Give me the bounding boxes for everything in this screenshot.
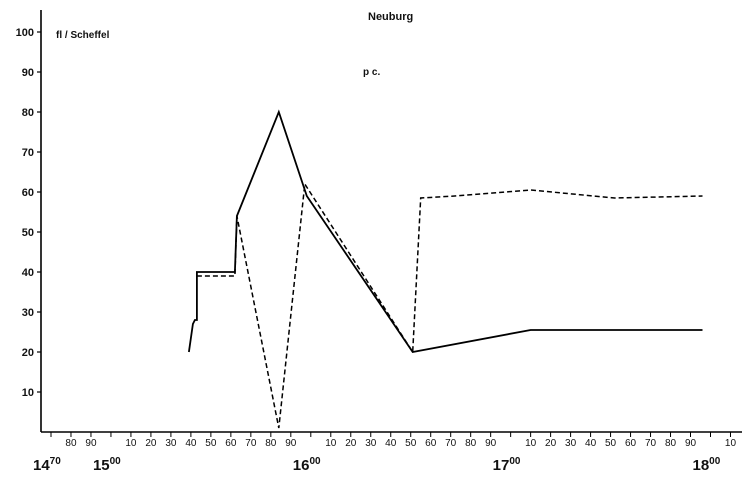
x-tick-label: 80 — [465, 438, 477, 449]
y-tick-label: 30 — [22, 307, 34, 319]
x-tick-label: 10 — [525, 438, 537, 449]
x-tick-label: 30 — [365, 438, 377, 449]
x-tick-label: 90 — [685, 438, 697, 449]
x-tick-label: 20 — [345, 438, 357, 449]
series-lines — [188, 109, 703, 429]
x-tick-label: 70 — [245, 438, 257, 449]
y-tick-label: 20 — [22, 347, 34, 359]
y-tick-label: 100 — [16, 27, 34, 39]
series-line-solid — [188, 109, 703, 353]
y-tick-label: 50 — [22, 227, 34, 239]
x-tick-label: 80 — [265, 438, 277, 449]
x-tick-label: 40 — [385, 438, 397, 449]
x-tick-label: 10 — [125, 438, 137, 449]
x-tick-label: 10 — [325, 438, 337, 449]
x-major-tick-label: 1700 — [493, 456, 521, 474]
y-axis-unit-label: fl / Scheffel — [56, 30, 110, 41]
x-tick-label: 20 — [545, 438, 557, 449]
x-major-tick-label: 1800 — [692, 456, 720, 474]
x-tick-label: 80 — [665, 438, 677, 449]
x-tick-label: 90 — [285, 438, 297, 449]
series-line-dashed — [196, 181, 703, 429]
x-major-tick-label: 1500 — [93, 456, 121, 474]
x-tick-label: 60 — [225, 438, 237, 449]
x-tick-label: 90 — [85, 438, 97, 449]
x-tick-label: 30 — [165, 438, 177, 449]
x-tick-label: 10 — [725, 438, 737, 449]
ticks: 10 20 30 40 50 60 70 80 90 100 80 90 10 20 30 40 50 60 70 8… — [16, 27, 737, 474]
x-tick-label: 40 — [185, 438, 197, 449]
x-tick-label: 50 — [205, 438, 217, 449]
x-tick-label: 50 — [605, 438, 617, 449]
x-tick-label: 80 — [65, 438, 77, 449]
x-tick-label: 40 — [585, 438, 597, 449]
x-tick-label: 90 — [485, 438, 497, 449]
y-tick-label: 80 — [22, 107, 34, 119]
chart-annotation: p c. — [363, 67, 380, 78]
x-tick-label: 20 — [145, 438, 157, 449]
y-tick-label: 40 — [22, 267, 34, 279]
y-tick-label: 10 — [22, 387, 34, 399]
chart-title: Neuburg — [368, 11, 413, 23]
x-tick-label: 60 — [425, 438, 437, 449]
axes — [40, 10, 742, 433]
y-tick-label: 70 — [22, 147, 34, 159]
x-tick-label: 70 — [645, 438, 657, 449]
x-tick-label: 30 — [565, 438, 577, 449]
x-tick-label: 70 — [445, 438, 457, 449]
y-tick-label: 90 — [22, 67, 34, 79]
x-tick-label: 50 — [405, 438, 417, 449]
x-tick-label: 60 — [625, 438, 637, 449]
x-major-tick-label: 1470 — [33, 456, 61, 474]
x-major-tick-label: 1600 — [293, 456, 321, 474]
y-tick-label: 60 — [22, 187, 34, 199]
